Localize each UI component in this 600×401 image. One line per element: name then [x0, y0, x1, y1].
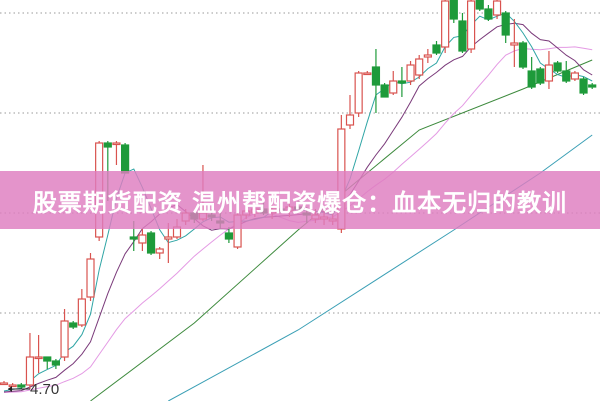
candle-body	[536, 68, 545, 84]
low-price-label: 4.70	[30, 381, 60, 398]
candle-body	[0, 382, 9, 386]
candle-body	[17, 384, 26, 388]
candle-body	[441, 0, 450, 48]
candle-body	[467, 0, 476, 50]
candle-body	[501, 12, 510, 36]
candle-body	[146, 232, 156, 254]
candle-body	[579, 78, 588, 94]
candle-body	[562, 70, 571, 82]
candle-body	[458, 20, 467, 52]
candle-body	[544, 64, 554, 82]
candle-body	[415, 58, 424, 76]
candle-body	[155, 248, 164, 254]
title-banner: 股票期货配资 温州帮配资爆仓：血本无归的教训	[0, 171, 600, 229]
candle-body	[371, 66, 381, 86]
candle-body	[34, 356, 43, 360]
candle-body	[120, 144, 130, 174]
candle-body	[43, 356, 52, 362]
candle-body	[389, 80, 398, 94]
candle-body	[484, 8, 493, 20]
candle-body	[138, 234, 147, 244]
candle-body	[570, 72, 580, 80]
candle-body	[112, 142, 121, 146]
candle-body	[449, 0, 458, 20]
candle-body	[423, 54, 432, 58]
banner-title: 股票期货配资 温州帮配资爆仓：血本无归的教训	[32, 188, 568, 217]
candle-body	[103, 142, 112, 148]
candle-body	[77, 298, 86, 326]
candle-body	[510, 42, 519, 46]
candle-body	[129, 236, 138, 240]
candle-body	[475, 0, 484, 10]
candle-body	[492, 0, 502, 16]
candle-body	[69, 322, 78, 328]
candle-body	[25, 356, 35, 386]
candle-body	[518, 42, 528, 68]
candle-body	[86, 258, 95, 298]
candle-body	[8, 384, 17, 388]
candle-body	[527, 70, 536, 88]
candle-body	[164, 236, 173, 240]
ma120-line	[168, 134, 593, 401]
candle-body	[345, 114, 355, 126]
candle-body	[406, 64, 415, 82]
candle-body	[588, 84, 597, 88]
candle-body	[553, 62, 562, 72]
candle-body	[397, 80, 406, 84]
arrow-left-icon	[8, 386, 12, 392]
candle-body	[432, 44, 441, 54]
candle-body	[380, 84, 389, 98]
candle-body	[363, 72, 372, 76]
candle-body	[51, 360, 61, 366]
candle-body	[60, 320, 69, 358]
candle-body	[224, 232, 233, 240]
candle-body	[354, 72, 363, 114]
